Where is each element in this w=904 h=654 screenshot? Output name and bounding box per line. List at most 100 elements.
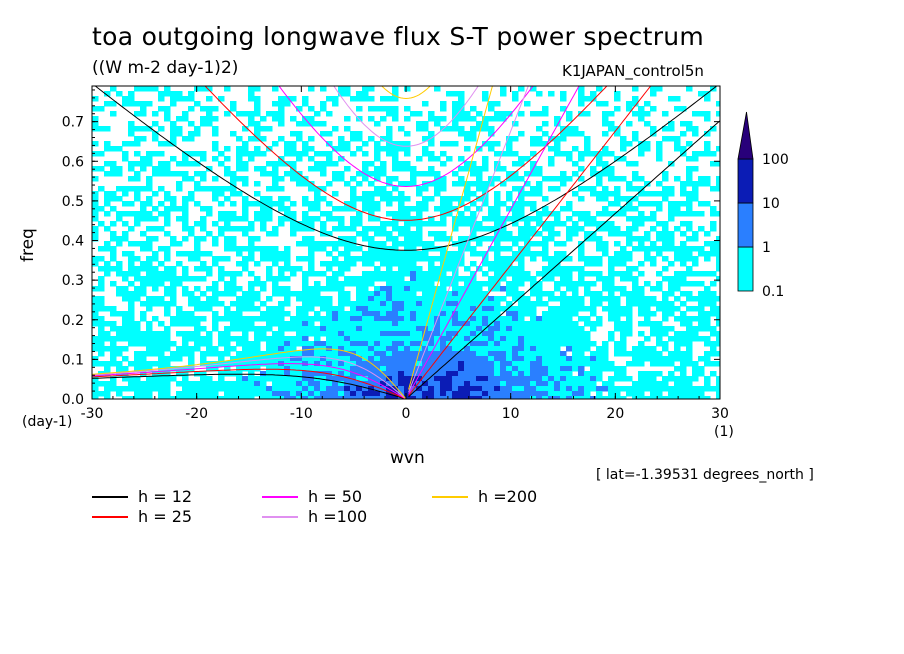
spectrum-cell	[134, 386, 141, 392]
spectrum-cell	[506, 111, 513, 117]
spectrum-cell	[236, 166, 243, 172]
spectrum-cell	[614, 186, 621, 192]
spectrum-cell	[476, 301, 483, 307]
spectrum-cell	[116, 236, 123, 242]
spectrum-cell	[698, 321, 705, 327]
spectrum-cell	[644, 231, 651, 237]
spectrum-cell	[212, 326, 219, 332]
spectrum-cell	[110, 111, 117, 117]
spectrum-cell	[470, 201, 477, 207]
spectrum-cell	[92, 121, 99, 127]
spectrum-cell	[290, 151, 297, 157]
spectrum-cell	[224, 351, 231, 357]
spectrum-cell	[656, 371, 663, 377]
spectrum-cell	[398, 321, 405, 327]
spectrum-cell	[416, 301, 423, 307]
spectrum-cell	[242, 366, 249, 372]
spectrum-cell	[338, 376, 345, 382]
spectrum-cell	[464, 216, 471, 222]
spectrum-cell	[134, 176, 141, 182]
spectrum-cell	[200, 291, 207, 297]
spectrum-cell	[404, 181, 411, 187]
spectrum-cell	[416, 276, 423, 282]
spectrum-cell	[260, 316, 267, 322]
spectrum-cell	[392, 271, 399, 277]
spectrum-cell	[362, 281, 369, 287]
spectrum-cell	[338, 136, 345, 142]
spectrum-cell	[434, 326, 441, 332]
spectrum-cell	[356, 331, 363, 337]
spectrum-cell	[272, 186, 279, 192]
spectrum-cell	[656, 206, 663, 212]
spectrum-cell	[308, 236, 315, 242]
spectrum-cell	[272, 341, 279, 347]
spectrum-cell	[560, 281, 567, 287]
spectrum-cell	[146, 156, 153, 162]
spectrum-cell	[608, 126, 615, 132]
spectrum-cell	[182, 311, 189, 317]
spectrum-cell	[200, 236, 207, 242]
spectrum-cell	[248, 351, 255, 357]
spectrum-cell	[350, 366, 357, 372]
spectrum-cell	[386, 301, 393, 307]
spectrum-cell	[392, 391, 399, 397]
spectrum-cell	[308, 396, 315, 399]
spectrum-cell	[122, 251, 129, 257]
spectrum-cell	[116, 216, 123, 222]
spectrum-cell	[230, 211, 237, 217]
spectrum-cell	[650, 321, 657, 327]
spectrum-cell	[560, 326, 567, 332]
spectrum-cell	[488, 351, 495, 357]
spectrum-cell	[482, 291, 489, 297]
spectrum-cell	[632, 351, 639, 357]
spectrum-cell	[344, 86, 351, 92]
spectrum-cell	[338, 306, 345, 312]
spectrum-cell	[686, 271, 693, 277]
spectrum-cell	[278, 186, 285, 192]
spectrum-cell	[194, 246, 201, 252]
spectrum-cell	[128, 176, 135, 182]
spectrum-cell	[284, 266, 291, 272]
spectrum-cell	[380, 356, 387, 362]
spectrum-cell	[110, 256, 117, 262]
spectrum-cell	[686, 156, 693, 162]
spectrum-cell	[638, 221, 645, 227]
spectrum-cell	[608, 211, 615, 217]
spectrum-cell	[230, 286, 237, 292]
spectrum-cell	[104, 226, 111, 232]
spectrum-cell	[698, 356, 705, 362]
spectrum-cell	[392, 316, 399, 322]
spectrum-cell	[416, 306, 423, 312]
spectrum-cell	[416, 371, 423, 377]
spectrum-cell	[266, 251, 273, 257]
spectrum-cell	[338, 91, 345, 97]
spectrum-cell	[524, 381, 531, 387]
spectrum-cell	[278, 196, 285, 202]
spectrum-cell	[428, 141, 435, 147]
spectrum-cell	[554, 221, 561, 227]
spectrum-cell	[710, 241, 717, 247]
spectrum-cell	[278, 286, 285, 292]
spectrum-cell	[674, 306, 681, 312]
spectrum-cell	[668, 306, 675, 312]
spectrum-cell	[440, 221, 447, 227]
spectrum-cell	[494, 336, 501, 342]
spectrum-cell	[512, 176, 519, 182]
spectrum-cell	[236, 261, 243, 267]
spectrum-cell	[158, 331, 165, 337]
spectrum-cell	[494, 271, 501, 277]
spectrum-cell	[524, 321, 531, 327]
spectrum-cell	[554, 366, 561, 372]
spectrum-cell	[92, 96, 99, 102]
spectrum-cell	[308, 206, 315, 212]
spectrum-cell	[302, 341, 309, 347]
spectrum-cell	[212, 176, 219, 182]
spectrum-cell	[680, 191, 687, 197]
spectrum-cell	[386, 286, 393, 292]
spectrum-cell	[296, 351, 303, 357]
spectrum-cell	[530, 141, 537, 147]
spectrum-cell	[350, 281, 357, 287]
spectrum-cell	[488, 261, 495, 267]
spectrum-cell	[542, 316, 549, 322]
spectrum-cell	[104, 146, 111, 152]
